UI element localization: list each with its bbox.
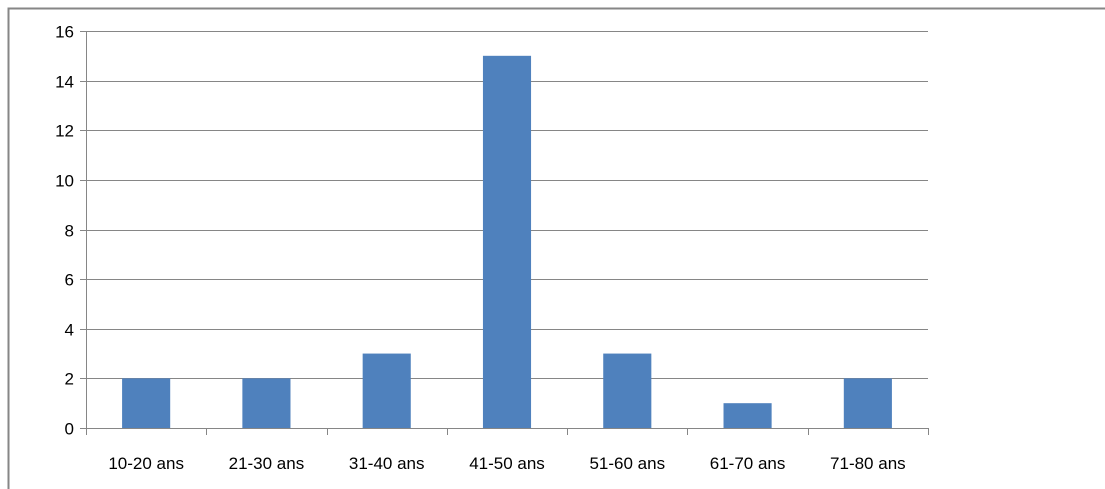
y-tick-label-8: 8 <box>65 222 74 241</box>
x-category-label-21-30-ans: 21-30 ans <box>229 454 305 473</box>
y-tick-label-2: 2 <box>65 370 74 389</box>
x-category-label-10-20-ans: 10-20 ans <box>108 454 184 473</box>
bar-61-70-ans <box>723 403 772 428</box>
y-tick-label-6: 6 <box>65 271 74 290</box>
bars <box>122 55 892 428</box>
x-category-label-51-60-ans: 51-60 ans <box>589 454 665 473</box>
x-category-label-71-80-ans: 71-80 ans <box>830 454 906 473</box>
chart-frame <box>7 7 1105 489</box>
axes <box>80 31 929 435</box>
x-category-label-41-50-ans: 41-50 ans <box>469 454 545 473</box>
y-tick-labels: 0 2 4 6 8 10 12 14 16 <box>55 23 74 439</box>
x-category-label-61-70-ans: 61-70 ans <box>710 454 786 473</box>
bar-41-50-ans <box>482 55 532 428</box>
y-tick-label-12: 12 <box>55 122 74 141</box>
bar-71-80-ans <box>843 378 892 428</box>
bar-10-20-ans <box>122 378 171 428</box>
bar-31-40-ans <box>362 353 411 428</box>
y-tick-label-4: 4 <box>65 321 74 340</box>
y-tick-label-16: 16 <box>55 23 74 42</box>
bar-51-60-ans <box>603 353 652 428</box>
x-category-labels: 10-20 ans 21-30 ans 31-40 ans 41-50 ans 51-6… <box>108 454 905 473</box>
y-tick-label-10: 10 <box>55 172 74 191</box>
y-tick-label-14: 14 <box>55 73 74 92</box>
x-category-label-31-40-ans: 31-40 ans <box>349 454 425 473</box>
bar-21-30-ans <box>242 378 291 428</box>
y-tick-label-0: 0 <box>65 420 74 439</box>
